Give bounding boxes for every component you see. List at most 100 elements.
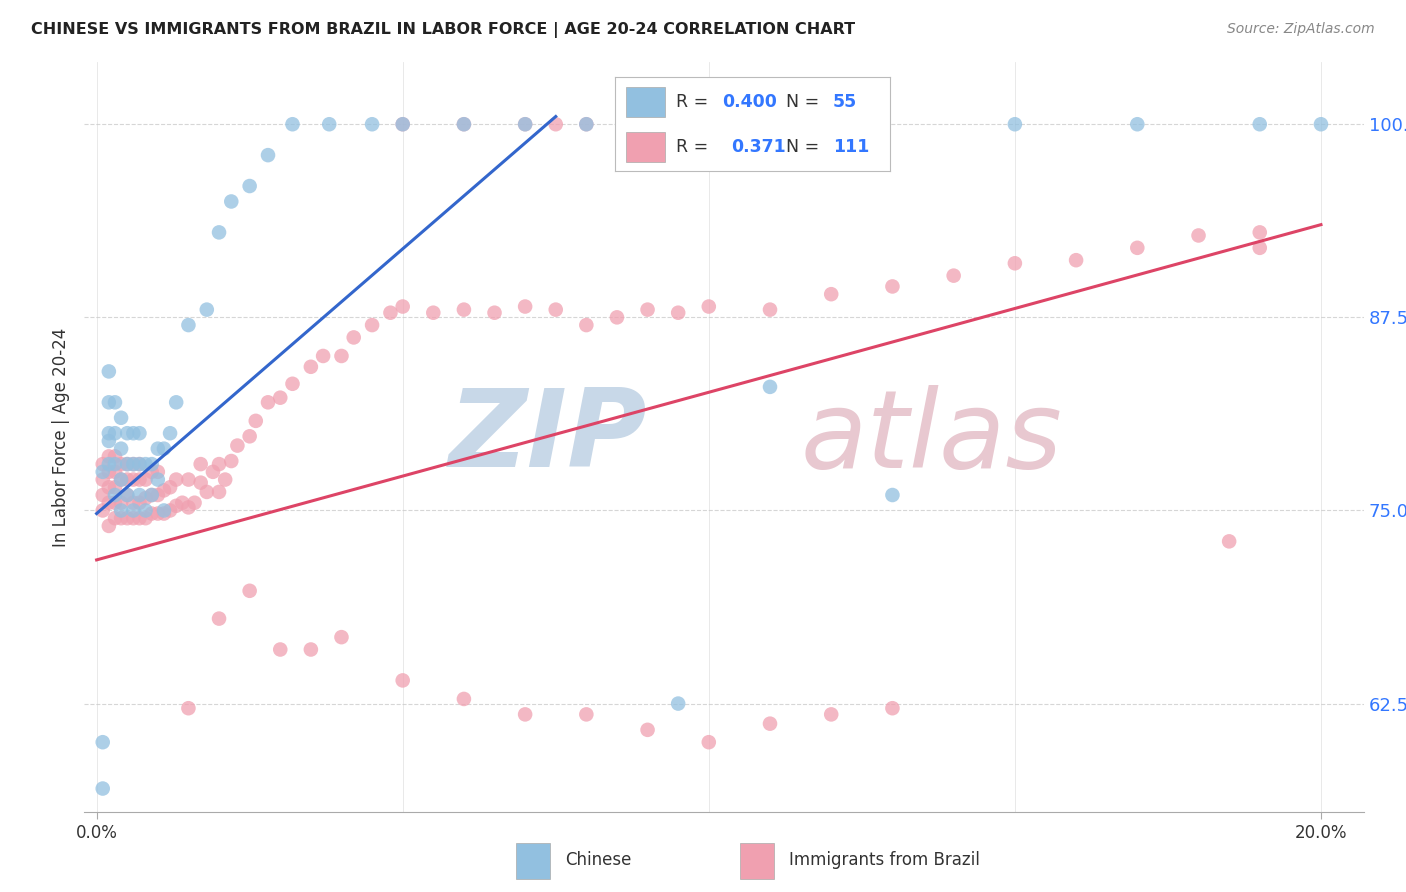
Point [122,457,145,471]
Point [1187,228,1209,243]
Point [177,701,200,715]
Point [820,287,842,301]
Point [361,117,384,131]
Point [391,300,413,314]
Point [104,488,127,502]
Point [172,496,194,510]
Point [177,318,200,332]
Point [122,511,145,525]
Point [146,507,169,521]
Point [330,630,353,644]
Point [1064,253,1087,268]
Point [141,507,163,521]
Point [759,716,782,731]
Point [128,473,150,487]
Point [239,583,262,598]
Point [110,473,132,487]
Point [135,491,157,505]
Point [484,306,506,320]
Point [513,300,536,314]
Point [97,395,120,409]
Point [190,457,212,471]
Point [165,473,187,487]
Point [177,473,200,487]
Point [1126,117,1149,131]
Point [269,642,291,657]
Point [1310,117,1333,131]
Point [128,511,150,525]
Point [110,457,132,471]
Point [257,395,280,409]
Point [575,117,598,131]
Point [115,488,138,502]
Point [697,735,720,749]
Point [343,330,366,344]
Point [1004,256,1026,270]
Point [165,499,187,513]
Point [312,349,335,363]
Point [219,454,242,468]
Point [146,488,169,502]
Point [110,473,132,487]
Text: ZIP: ZIP [449,384,647,490]
Point [219,194,242,209]
Point [575,117,598,131]
Point [299,359,322,374]
Point [159,426,181,441]
Point [104,457,127,471]
Point [91,457,114,471]
Point [104,480,127,494]
Point [135,511,157,525]
Point [269,391,291,405]
Point [97,457,120,471]
Text: Source: ZipAtlas.com: Source: ZipAtlas.com [1227,22,1375,37]
Point [97,465,120,479]
Point [153,483,176,498]
Point [422,306,444,320]
Point [159,480,181,494]
Point [361,318,384,332]
Point [544,117,567,131]
Point [122,473,145,487]
Point [544,302,567,317]
Point [1218,534,1240,549]
Point [759,380,782,394]
Point [697,300,720,314]
Point [226,439,249,453]
Point [146,442,169,456]
Point [104,496,127,510]
Point [513,117,536,131]
Point [380,306,402,320]
Point [666,697,689,711]
Point [122,426,145,441]
Point [575,318,598,332]
Point [1004,117,1026,131]
Point [201,465,224,479]
Point [391,117,413,131]
Point [104,450,127,464]
Point [1249,241,1271,255]
Point [208,457,231,471]
Point [177,500,200,515]
Point [190,475,212,490]
Point [146,473,169,487]
Point [115,473,138,487]
Point [153,442,176,456]
Point [153,507,176,521]
Point [91,465,114,479]
Point [453,117,475,131]
Point [91,735,114,749]
Point [115,488,138,502]
Point [91,503,114,517]
Point [391,117,413,131]
Point [208,226,231,240]
Point [104,511,127,525]
Point [666,306,689,320]
Point [281,376,304,391]
Point [453,117,475,131]
Point [91,781,114,796]
Point [1249,226,1271,240]
Point [637,723,659,737]
Point [159,503,181,517]
Point [115,457,138,471]
